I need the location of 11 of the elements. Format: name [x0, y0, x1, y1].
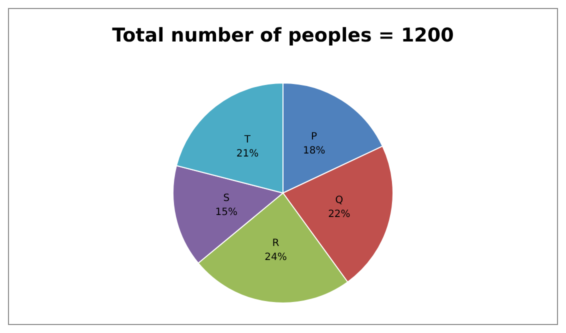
slice-label: T [243, 134, 252, 146]
slice-label: S [223, 193, 230, 204]
slice-label: R [272, 238, 280, 250]
data-label: 24% [264, 252, 287, 264]
data-label: 21% [236, 148, 259, 160]
data-label: 18% [302, 146, 326, 157]
data-label: 22% [328, 208, 350, 220]
data-label: 15% [215, 207, 238, 218]
slice-label: Q [335, 194, 344, 206]
slice-label: P [311, 132, 318, 143]
chart-title: Total number of peoples = 1200 [112, 24, 454, 46]
